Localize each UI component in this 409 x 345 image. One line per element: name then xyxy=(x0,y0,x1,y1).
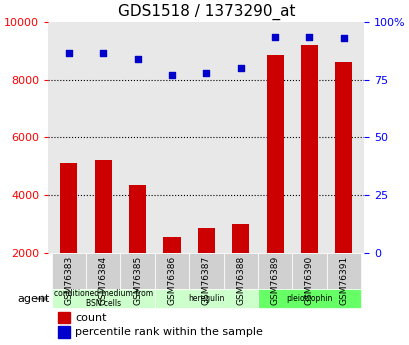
Point xyxy=(134,56,141,61)
FancyBboxPatch shape xyxy=(292,253,326,289)
FancyBboxPatch shape xyxy=(223,253,257,289)
Text: pleiotrophin: pleiotrophin xyxy=(285,294,332,303)
Bar xyxy=(58,312,70,323)
Bar xyxy=(60,163,77,311)
FancyBboxPatch shape xyxy=(189,253,223,289)
Text: percentile rank within the sample: percentile rank within the sample xyxy=(75,327,262,337)
Bar xyxy=(197,228,214,311)
Text: conditioned medium from
BSN cells: conditioned medium from BSN cells xyxy=(54,289,153,308)
FancyBboxPatch shape xyxy=(120,253,154,289)
Bar xyxy=(266,55,283,311)
Point xyxy=(306,34,312,40)
Bar xyxy=(94,160,112,311)
Text: GSM76388: GSM76388 xyxy=(236,256,245,305)
Point xyxy=(168,72,175,78)
Point xyxy=(65,50,72,56)
Text: count: count xyxy=(75,313,106,323)
Point xyxy=(100,50,106,56)
Bar xyxy=(129,185,146,311)
FancyBboxPatch shape xyxy=(257,289,360,308)
Text: GSM76383: GSM76383 xyxy=(64,256,73,305)
FancyBboxPatch shape xyxy=(326,253,360,289)
Text: GSM76384: GSM76384 xyxy=(99,256,108,305)
Bar xyxy=(300,45,317,311)
Text: GSM76391: GSM76391 xyxy=(339,256,348,305)
Text: GSM76385: GSM76385 xyxy=(133,256,142,305)
Point xyxy=(271,34,278,40)
Point xyxy=(237,65,243,71)
Text: GSM76387: GSM76387 xyxy=(201,256,210,305)
Text: heregulin: heregulin xyxy=(188,294,224,303)
FancyBboxPatch shape xyxy=(86,253,120,289)
Bar xyxy=(335,62,352,311)
Point xyxy=(202,70,209,75)
FancyBboxPatch shape xyxy=(154,253,189,289)
Text: GSM76390: GSM76390 xyxy=(304,256,313,305)
Text: agent: agent xyxy=(17,294,49,304)
FancyBboxPatch shape xyxy=(52,289,154,308)
Bar xyxy=(231,224,249,311)
Bar xyxy=(58,326,70,338)
FancyBboxPatch shape xyxy=(52,253,86,289)
Text: GSM76389: GSM76389 xyxy=(270,256,279,305)
Title: GDS1518 / 1373290_at: GDS1518 / 1373290_at xyxy=(117,4,294,20)
Point xyxy=(340,35,346,41)
Text: GSM76386: GSM76386 xyxy=(167,256,176,305)
FancyBboxPatch shape xyxy=(257,253,292,289)
Bar xyxy=(163,237,180,311)
FancyBboxPatch shape xyxy=(154,289,257,308)
